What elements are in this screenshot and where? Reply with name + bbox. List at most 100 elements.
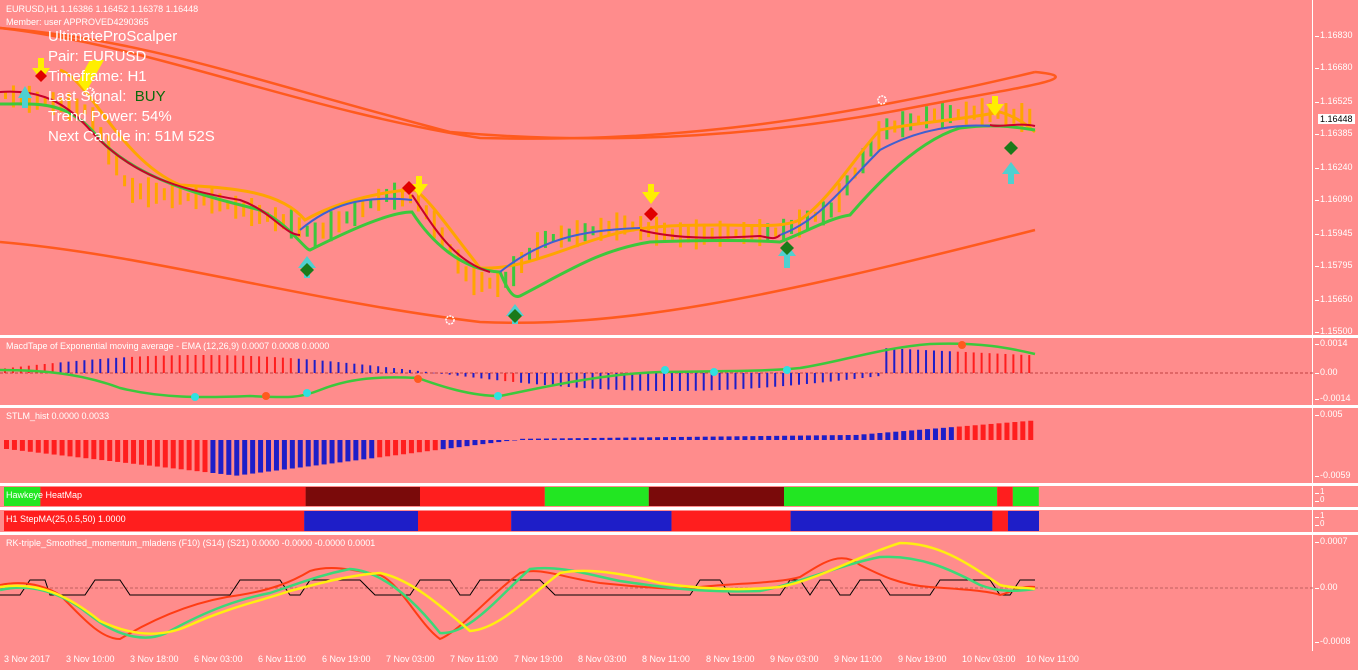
stlm-bar (678, 436, 684, 440)
pane-divider[interactable] (0, 483, 1358, 486)
heatmap-chart-area[interactable]: Hawkeye HeatMap (0, 486, 1313, 507)
stlm-bar (488, 440, 494, 444)
price-bar (853, 167, 857, 179)
macd-pane[interactable]: MacdTape of Exponential moving average -… (0, 338, 1358, 405)
orange-ma-line (59, 68, 1036, 270)
stlm-bar (980, 424, 986, 440)
macd-chart-area[interactable]: MacdTape of Exponential moving average -… (0, 338, 1313, 405)
price-bar (416, 188, 420, 212)
stlm-bar (607, 437, 613, 440)
stlm-bar (623, 437, 629, 440)
buy-arrow-icon (298, 256, 316, 278)
buy-arrow-icon (778, 241, 796, 268)
macd-bar (996, 353, 999, 373)
main-chart-pane[interactable]: EURUSD,H1 1.16386 1.16452 1.16378 1.1644… (0, 0, 1358, 336)
macd-tick: 0.0014 (1315, 338, 1348, 348)
stlm-bar (670, 437, 676, 440)
time-axis[interactable]: 3 Nov 2017 3 Nov 10:00 3 Nov 18:00 6 Nov… (0, 651, 1313, 670)
macd-bar (75, 360, 78, 373)
rk-chart-area[interactable]: RK-triple_Smoothed_momentum_mladens (F10… (0, 535, 1313, 651)
macd-bar (146, 356, 149, 373)
stepma-label: H1 StepMA(25,0.5,50) 1.0000 (6, 514, 126, 524)
macd-bar (305, 359, 308, 373)
rk-momentum-pane[interactable]: RK-triple_Smoothed_momentum_mladens (F10… (0, 535, 1358, 651)
pane-divider[interactable] (0, 532, 1358, 535)
buy-arrow-icon (506, 304, 524, 324)
stlm-bar (91, 440, 97, 460)
macd-axis[interactable]: 0.0014 0.00 -0.0014 (1315, 338, 1358, 405)
macd-bar (766, 373, 769, 388)
rk-axis[interactable]: 0.0007 0.00 -0.0008 (1315, 535, 1358, 651)
stlm-bar (480, 440, 486, 445)
macd-bar (43, 363, 46, 373)
heatmap-label: Hawkeye HeatMap (6, 490, 83, 500)
stlm-pane[interactable]: STLM_hist 0.0000 0.0033 0.005 -0.0059 (0, 408, 1358, 483)
stlm-bar (718, 436, 724, 440)
price-bar (726, 225, 730, 242)
upper-band-line-fix (0, 26, 1036, 140)
macd-bar (27, 365, 30, 373)
price-bar (567, 228, 571, 242)
scalper-timeframe: Timeframe: H1 (48, 68, 147, 85)
sun-marker-icon (85, 87, 95, 97)
price-bar (750, 226, 754, 240)
stlm-bar (345, 440, 351, 462)
stlm-label: STLM_hist 0.0000 0.0033 (6, 411, 110, 421)
stlm-bar (273, 440, 279, 471)
price-bar (496, 271, 500, 297)
price-bar (1020, 103, 1024, 133)
macd-bar (440, 373, 443, 374)
stlm-bar (107, 440, 113, 461)
time-label: 6 Nov 19:00 (322, 654, 371, 664)
stlm-bar (639, 437, 645, 440)
macd-bar (901, 348, 904, 373)
stlm-bar (226, 440, 232, 475)
heatmap-pane[interactable]: Hawkeye HeatMap 1 0 (0, 486, 1358, 507)
price-axis[interactable]: 1.16830 1.16680 1.16525 1.16385 1.16240 … (1315, 0, 1358, 336)
pane-divider[interactable] (0, 507, 1358, 510)
heatmap-tick: 0 (1314, 495, 1325, 504)
stepma-block (1007, 511, 1039, 531)
time-label: 10 Nov 11:00 (1026, 654, 1079, 664)
stlm-chart-area[interactable]: STLM_hist 0.0000 0.0033 (0, 408, 1313, 483)
rk-tick: -0.0008 (1315, 636, 1351, 646)
macd-bar (186, 355, 189, 373)
macd-bar (885, 348, 888, 373)
price-bar (250, 198, 254, 227)
macd-bar (234, 355, 237, 373)
price-bar (655, 216, 659, 246)
stlm-bar (472, 440, 478, 446)
yellow-flag-shape (78, 60, 104, 92)
stlm-bar (948, 427, 954, 440)
time-label: 9 Nov 03:00 (770, 654, 819, 664)
price-tick: 1.15795 (1315, 260, 1353, 270)
macd-bar (432, 372, 435, 374)
heatmap-axis[interactable]: 1 0 (1314, 486, 1358, 507)
pane-divider[interactable] (0, 405, 1358, 408)
main-chart-area[interactable]: EURUSD,H1 1.16386 1.16452 1.16378 1.1644… (0, 0, 1313, 335)
price-bar (4, 91, 7, 99)
macd-bar (504, 373, 507, 382)
price-bar (353, 200, 357, 227)
stepma-chart-area[interactable]: H1 StepMA(25,0.5,50) 1.0000 (0, 510, 1313, 532)
macd-bar (448, 373, 451, 375)
stepma-axis[interactable]: 1 0 (1314, 510, 1358, 532)
current-price-tag: 1.16448 (1318, 114, 1355, 124)
stlm-axis[interactable]: 0.005 -0.0059 (1315, 408, 1358, 483)
stlm-tick: -0.0059 (1315, 470, 1351, 480)
macd-bar (623, 373, 626, 391)
price-bar (115, 155, 119, 176)
macd-bar (289, 358, 292, 373)
time-label: 10 Nov 03:00 (962, 654, 1016, 664)
pane-divider[interactable] (0, 335, 1358, 338)
stepma-pane[interactable]: H1 StepMA(25,0.5,50) 1.0000 1 0 (0, 510, 1358, 532)
macd-tape-bars (4, 348, 1031, 391)
price-bar (83, 104, 87, 115)
sun-marker-icon (877, 95, 887, 105)
red-ma-line (0, 90, 1036, 273)
macd-bar (956, 351, 959, 373)
macd-bar (385, 367, 388, 373)
macd-bar (250, 356, 253, 373)
rk-black-step-line (0, 579, 1035, 596)
price-bar (615, 212, 619, 241)
